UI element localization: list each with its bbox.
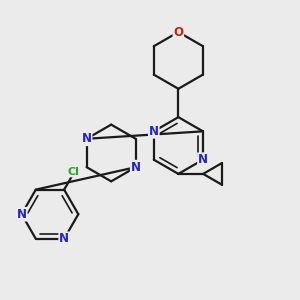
Text: N: N xyxy=(198,153,208,166)
Text: N: N xyxy=(59,232,69,245)
Text: O: O xyxy=(173,26,183,38)
Text: Cl: Cl xyxy=(67,167,79,176)
Text: N: N xyxy=(131,161,141,174)
Text: N: N xyxy=(149,125,159,138)
Text: N: N xyxy=(82,132,92,145)
Text: N: N xyxy=(16,208,27,221)
